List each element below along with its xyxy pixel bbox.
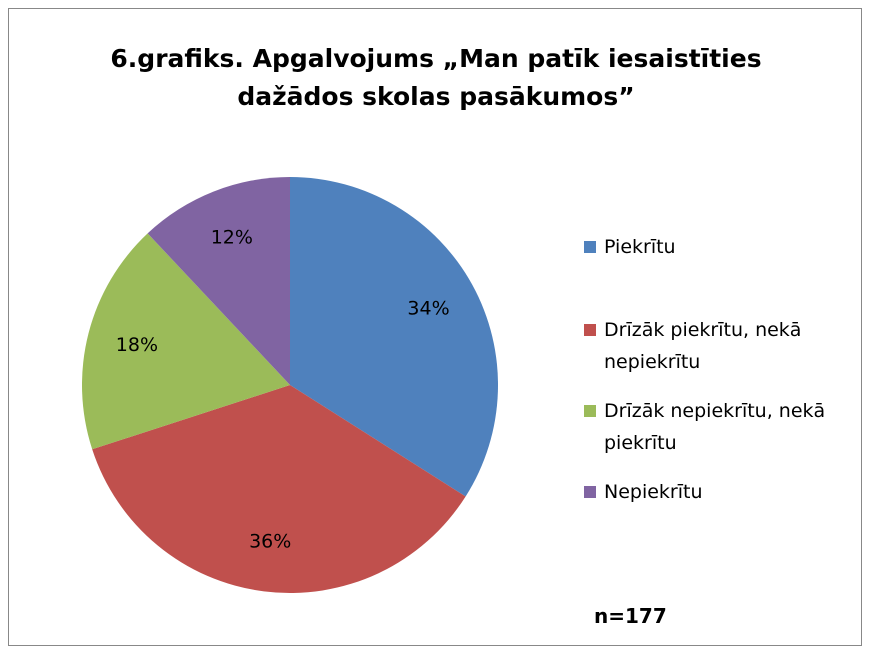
pie-slice [81, 233, 290, 450]
data-label: 34% [407, 297, 449, 319]
pie-slice [92, 385, 466, 593]
data-label: 36% [249, 530, 291, 552]
pie-slice [290, 177, 498, 497]
data-label: 18% [116, 334, 158, 356]
legend-label: Drīzāk nepiekrītu, nekā piekrītu [604, 400, 826, 454]
legend-item: Nepiekrītu [584, 476, 859, 508]
legend-label: Drīzāk piekrītu, nekā nepiekrītu [604, 319, 802, 373]
chart-frame [8, 8, 862, 646]
legend-swatch [584, 405, 596, 417]
legend-item: Drīzāk piekrītu, nekā nepiekrītu [584, 314, 859, 378]
legend-swatch [584, 486, 596, 498]
legend-swatch [584, 241, 596, 253]
data-label: 12% [211, 227, 253, 249]
legend-item: Piekrītu [584, 231, 859, 263]
pie-slice [147, 177, 290, 385]
legend-item: Drīzāk nepiekrītu, nekā piekrītu [584, 395, 859, 459]
annotation: n=177 [594, 604, 667, 628]
chart-title: 6.grafiks. Apgalvojums „Man patīk iesais… [110, 44, 762, 111]
legend-swatch [584, 324, 596, 336]
legend-label: Piekrītu [604, 236, 676, 258]
legend-label: Nepiekrītu [604, 481, 703, 503]
